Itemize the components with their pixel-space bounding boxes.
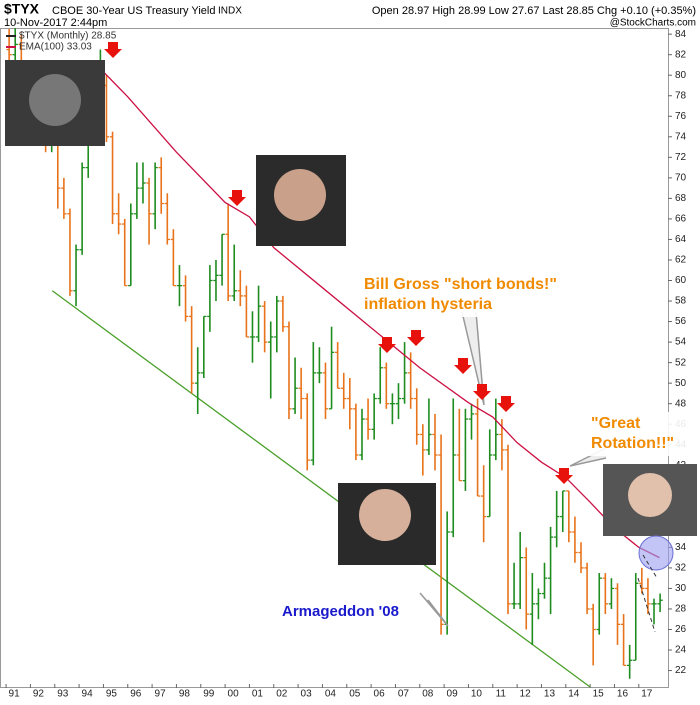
arrow xyxy=(497,396,515,412)
x-tick-label: 98 xyxy=(179,689,191,700)
y-tick-label: 52 xyxy=(675,357,687,368)
callout-pointer xyxy=(419,592,449,627)
legend-label: $TYX (Monthly) 28.85 xyxy=(19,31,117,42)
x-tick-label: 16 xyxy=(617,689,629,700)
y-tick-label: 68 xyxy=(675,193,687,204)
annotation-box xyxy=(586,412,693,456)
annotation: Bill Gross "short bonds!" xyxy=(364,276,557,293)
y-tick-label: 32 xyxy=(675,563,687,574)
x-tick-label: 03 xyxy=(301,689,313,700)
arrow xyxy=(378,337,396,353)
photo-face xyxy=(29,74,81,126)
x-tick-label: 04 xyxy=(325,689,337,700)
symbol: $TYX xyxy=(4,1,40,17)
x-tick-label: 12 xyxy=(520,689,532,700)
y-tick-label: 58 xyxy=(675,296,687,307)
annotation: Rotation!!" xyxy=(591,435,674,452)
x-tick-label: 92 xyxy=(33,689,45,700)
x-tick-label: 95 xyxy=(106,689,118,700)
arrow xyxy=(454,358,472,374)
exchange: INDX xyxy=(218,6,242,17)
y-tick-label: 34 xyxy=(675,542,687,553)
annotation: inflation hysteria xyxy=(364,296,492,313)
y-tick-label: 80 xyxy=(675,70,687,81)
y-tick-label: 62 xyxy=(675,255,687,266)
y-tick-label: 56 xyxy=(675,316,687,327)
x-tick-label: 94 xyxy=(82,689,94,700)
x-tick-label: 97 xyxy=(155,689,167,700)
arrow xyxy=(407,330,425,346)
arrow xyxy=(104,42,122,58)
arrow xyxy=(228,190,246,206)
arrow xyxy=(473,384,491,400)
x-tick-label: 14 xyxy=(568,689,580,700)
y-tick-label: 24 xyxy=(675,645,687,656)
highlight-circle xyxy=(638,535,674,571)
x-tick-label: 02 xyxy=(276,689,288,700)
y-tick-label: 82 xyxy=(675,49,687,60)
y-tick-label: 64 xyxy=(675,234,687,245)
photo-face xyxy=(274,169,326,221)
y-tick-label: 72 xyxy=(675,152,687,163)
arrow xyxy=(555,468,573,484)
red-arrows xyxy=(104,42,573,484)
dashed-line xyxy=(642,554,658,579)
y-tick-label: 26 xyxy=(675,624,687,635)
x-tick-label: 10 xyxy=(471,689,483,700)
ema-line xyxy=(93,61,660,559)
x-tick-label: 93 xyxy=(57,689,69,700)
photos xyxy=(5,60,697,565)
y-tick-label: 28 xyxy=(675,604,687,615)
x-tick-label: 08 xyxy=(422,689,434,700)
x-tick-label: 09 xyxy=(447,689,459,700)
annotation: Armageddon '08 xyxy=(282,603,399,620)
x-tick-label: 13 xyxy=(544,689,556,700)
y-tick-label: 54 xyxy=(675,337,687,348)
x-tick-label: 11 xyxy=(496,689,507,700)
x-tick-label: 00 xyxy=(228,689,240,700)
x-tick-label: 01 xyxy=(252,689,264,700)
x-tick-label: 17 xyxy=(641,689,653,700)
photo-face xyxy=(359,489,411,541)
x-tick-label: 06 xyxy=(374,689,386,700)
x-tick-label: 07 xyxy=(398,689,410,700)
y-tick-label: 84 xyxy=(675,29,687,40)
x-tick-label: 15 xyxy=(593,689,605,700)
y-tick-label: 74 xyxy=(675,131,687,142)
y-tick-label: 66 xyxy=(675,214,687,225)
y-tick-label: 30 xyxy=(675,583,687,594)
y-tick-label: 70 xyxy=(675,173,687,184)
annotation: "Great xyxy=(591,415,641,432)
y-tick-label: 22 xyxy=(675,665,687,676)
y-tick-label: 78 xyxy=(675,90,687,101)
annotation-box xyxy=(277,600,403,624)
date: 10-Nov-2017 2:44pm xyxy=(4,17,107,29)
photo-face xyxy=(628,473,672,517)
chart-title: CBOE 30-Year US Treasury Yield xyxy=(52,5,215,17)
plot-frame xyxy=(0,28,669,688)
dashed-lines xyxy=(637,554,658,633)
credit: @StockCharts.com xyxy=(610,18,696,29)
x-tick-label: 96 xyxy=(130,689,142,700)
annotation-box xyxy=(359,273,589,317)
callout-pointer xyxy=(461,311,485,406)
y-tick-label: 60 xyxy=(675,275,687,286)
x-tick-label: 91 xyxy=(9,689,21,700)
trendline xyxy=(51,290,591,688)
legend-label: EMA(100) 33.03 xyxy=(19,42,92,53)
x-tick-label: 05 xyxy=(349,689,361,700)
y-tick-label: 76 xyxy=(675,111,687,122)
x-tick-label: 99 xyxy=(203,689,215,700)
y-tick-label: 48 xyxy=(675,398,687,409)
dashed-line xyxy=(637,577,656,633)
quote: Open 28.97 High 28.99 Low 27.67 Last 28.… xyxy=(372,5,696,17)
y-tick-label: 50 xyxy=(675,378,687,389)
